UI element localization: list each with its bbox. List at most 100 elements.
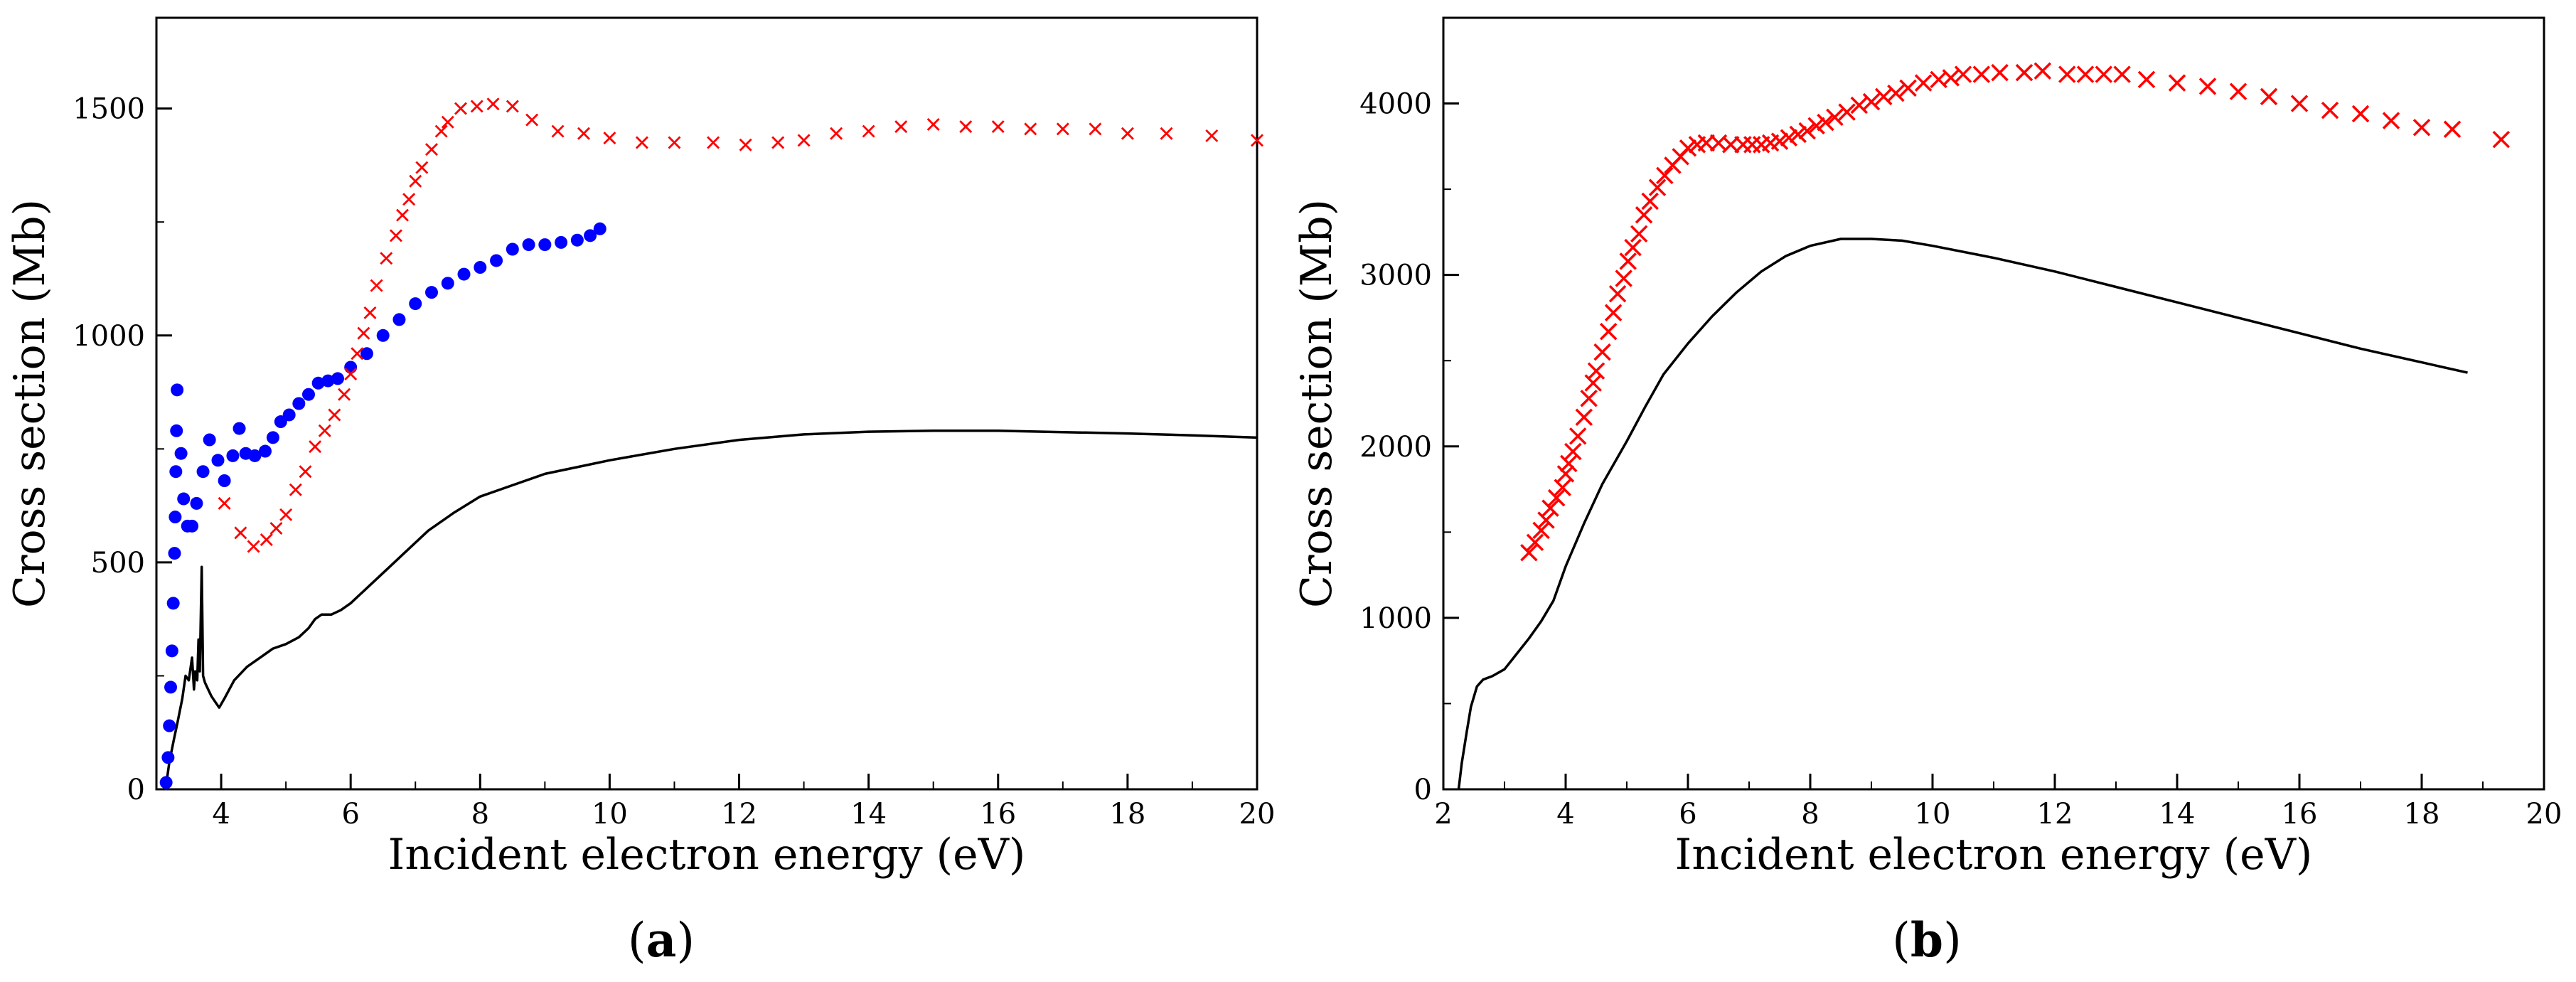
panel-a-label: (a) bbox=[628, 912, 695, 968]
panel-b-cross-point bbox=[1899, 79, 1917, 97]
panel-a-circle-point bbox=[211, 454, 225, 467]
panel-a-y-tick-label: 1500 bbox=[73, 93, 145, 126]
panel-a-circle-point bbox=[538, 238, 552, 252]
panel-a-x-tick-label: 14 bbox=[850, 798, 887, 831]
panel-a-cross-point bbox=[247, 540, 260, 553]
panel-b-cross-point bbox=[1608, 284, 1627, 303]
panel-a-circle-point bbox=[506, 242, 519, 256]
panel-b-cross-point bbox=[1679, 139, 1697, 157]
panel-b-chart: 2 4 6 8 10 12 14 16 18 20 0 1000 2000 3000 4000 Incid… bbox=[1292, 16, 2562, 968]
panel-b-y-tick-label: 4000 bbox=[1359, 88, 1432, 121]
panel-a-cross-point bbox=[415, 161, 429, 174]
panel-b-x-tick-label: 6 bbox=[1679, 798, 1696, 831]
panel-a-circle-point bbox=[282, 408, 296, 422]
panel-b-cross-point bbox=[1780, 129, 1798, 147]
panel-b-x-tick-label: 12 bbox=[2037, 798, 2073, 831]
panel-a-x-tick-label: 10 bbox=[592, 798, 628, 831]
panel-b-cross-point bbox=[1537, 511, 1555, 529]
panel-b-y-ticks: 0 1000 2000 3000 4000 bbox=[1359, 88, 1459, 806]
panel-b-cross-point bbox=[2492, 130, 2511, 149]
panel-b-cross-point bbox=[1770, 132, 1789, 150]
panel-a-cross-point bbox=[525, 113, 539, 127]
panel-b-x-tick-label: 18 bbox=[2404, 798, 2440, 831]
panel-b-label-letter: b bbox=[1910, 912, 1943, 968]
panel-a-circle-point bbox=[186, 519, 199, 533]
panel-a-circle-point bbox=[170, 424, 183, 437]
panel-a-circle-point bbox=[161, 751, 175, 764]
panel-a-cross-point bbox=[441, 115, 454, 129]
panel-b-cross-point bbox=[2260, 87, 2278, 106]
panel-b-y-tick-label: 2000 bbox=[1359, 431, 1432, 464]
panel-b-cross-point bbox=[1554, 479, 1571, 496]
panel-b-cross-point bbox=[1526, 533, 1544, 552]
panel-a-cross-point bbox=[486, 97, 500, 111]
panel-a-circle-point bbox=[218, 474, 231, 487]
panel-b-cross-point bbox=[1568, 427, 1587, 445]
panel-b-cross-point bbox=[1972, 65, 1991, 83]
panel-b-cross-point bbox=[2412, 119, 2431, 137]
panel-b-cross-point bbox=[1564, 442, 1582, 461]
panel-a-circle-point bbox=[409, 297, 422, 311]
panel-a-cross-point bbox=[328, 408, 341, 422]
panel-b-cross-point bbox=[2058, 65, 2076, 83]
panel-b-cross-point bbox=[1721, 136, 1740, 154]
panel-a-circle-point bbox=[301, 388, 315, 401]
panel-b-y-tick-label: 3000 bbox=[1359, 260, 1432, 292]
panel-a-cross-point bbox=[668, 136, 681, 149]
panel-a-circle-point bbox=[165, 644, 178, 658]
panel-a-circle-point bbox=[248, 449, 262, 462]
panel-a-cross-point bbox=[797, 134, 811, 147]
panel-b-cross-point bbox=[1630, 225, 1648, 243]
panel-a-cross-point bbox=[234, 526, 247, 540]
panel-a-x-tick-label: 18 bbox=[1109, 798, 1145, 831]
panel-a-circle-point bbox=[360, 347, 373, 361]
panel-a-circle-point bbox=[233, 422, 246, 435]
panel-b-cross-point bbox=[1826, 108, 1844, 127]
panel-a-cross-point bbox=[299, 465, 312, 479]
panel-a-circle-point bbox=[490, 254, 503, 267]
panel-a-circle-point bbox=[344, 361, 358, 374]
panel-b-x-tick-label: 4 bbox=[1556, 798, 1574, 831]
panel-b-cross-point bbox=[1817, 113, 1834, 132]
panel-a-cross-point bbox=[830, 127, 843, 140]
panel-a-cross-point bbox=[551, 124, 565, 138]
panel-a-circle-point bbox=[164, 681, 178, 694]
panel-b-x-tick-label: 2 bbox=[1434, 798, 1452, 831]
panel-a-x-tick-label: 12 bbox=[721, 798, 757, 831]
panel-a-cross-point bbox=[470, 100, 483, 113]
panel-a-circle-point bbox=[166, 597, 180, 610]
panel-a-circle-point bbox=[570, 233, 584, 247]
panel-b-cross-point bbox=[2076, 65, 2095, 83]
panel-a-circle-point bbox=[177, 492, 191, 506]
panel-b-plot-frame bbox=[1442, 16, 2545, 791]
panel-a-circle-point bbox=[457, 267, 471, 281]
panel-b-cross-point bbox=[1734, 136, 1752, 154]
panel-a-cross-point bbox=[363, 306, 377, 319]
panel-a-cross-point bbox=[380, 252, 393, 265]
panel-a-circle-point bbox=[584, 229, 597, 242]
panel-a-cross-point bbox=[338, 388, 351, 401]
panel-a-y-ticks: 0 500 1000 1500 bbox=[73, 93, 172, 806]
panel-b-x-tick-label: 16 bbox=[2282, 798, 2318, 831]
panel-b-cross-point bbox=[1991, 63, 2009, 82]
panel-b-cross-point bbox=[2443, 120, 2462, 138]
panel-a-circle-point bbox=[474, 261, 487, 274]
panel-a-cross-point bbox=[357, 326, 370, 340]
panel-b-cross-point bbox=[1615, 269, 1632, 287]
panel-a-circle-point bbox=[168, 547, 181, 560]
panel-a-cross-point bbox=[425, 143, 438, 156]
panel-a-cross-point bbox=[894, 120, 908, 134]
panel-a-cross-point bbox=[454, 102, 467, 115]
panel-b-cross-point bbox=[1584, 374, 1602, 392]
panel-b-x-ticks: 2 4 6 8 10 12 14 16 18 20 bbox=[1434, 774, 2562, 831]
panel-b-cross-point bbox=[1914, 74, 1933, 92]
panel-b-cross-point bbox=[1599, 322, 1618, 341]
panel-b-cross-point bbox=[2137, 70, 2156, 89]
panel-a-x-tick-label: 20 bbox=[1239, 798, 1276, 831]
panel-a-circle-point bbox=[593, 222, 606, 235]
panel-b-cross-point bbox=[1942, 69, 1960, 87]
panel-b-cross-point bbox=[2382, 112, 2400, 129]
panel-a-x-tick-label: 6 bbox=[341, 798, 359, 831]
panel-b-cross-point bbox=[1807, 117, 1825, 135]
